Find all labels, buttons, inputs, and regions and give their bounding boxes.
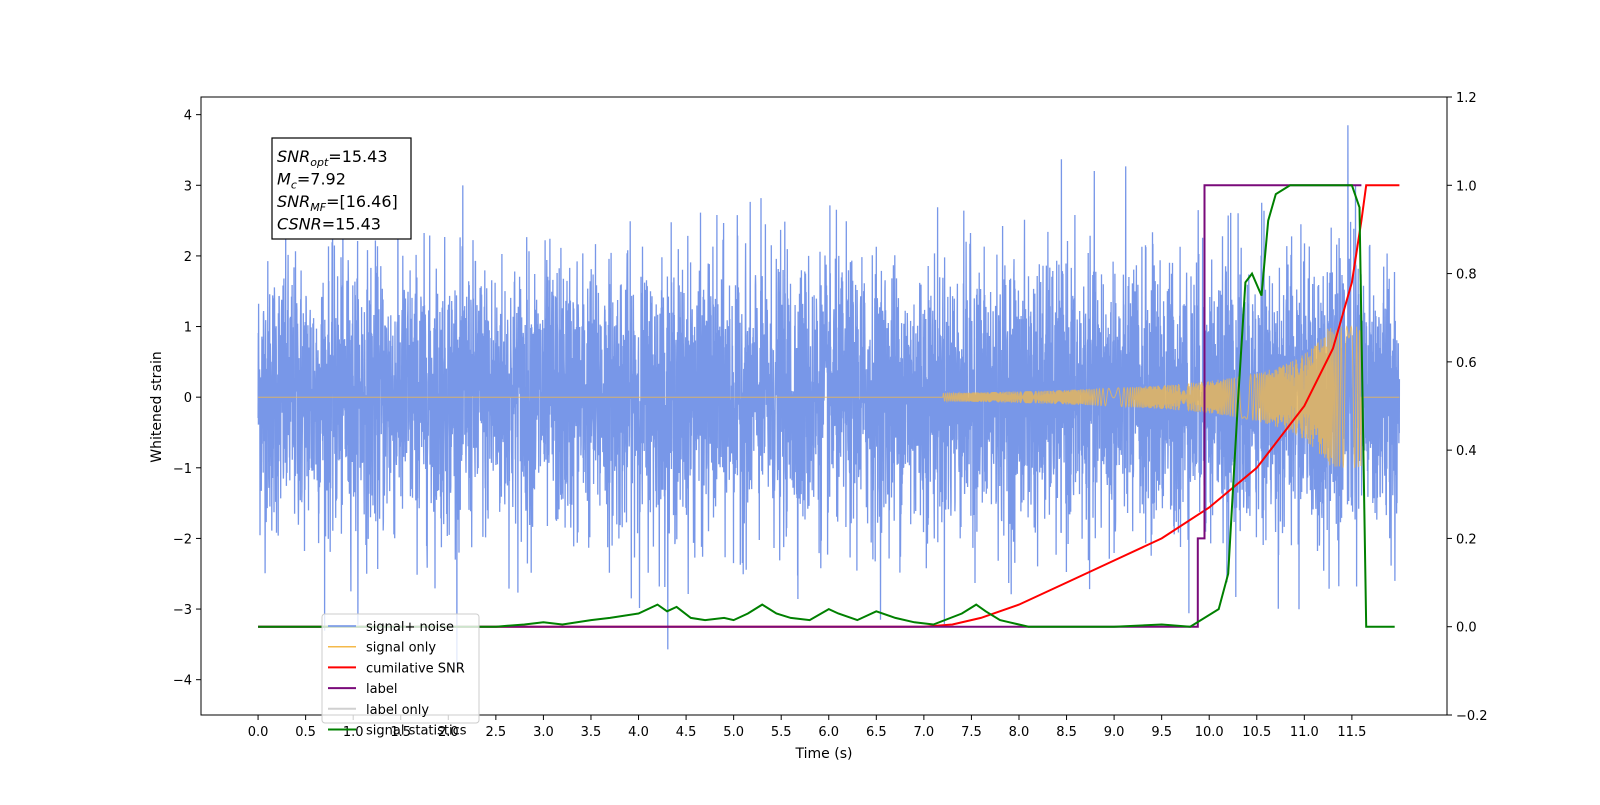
series-line-signal-statistics — [258, 184, 1395, 628]
y2-tick-label: 0.4 — [1456, 444, 1477, 459]
axes-frame — [200, 96, 1448, 716]
x-tick-label: 6.0 — [818, 725, 839, 740]
x-tick-label: 0.0 — [248, 725, 269, 740]
legend-label: signal statistics — [366, 724, 467, 739]
y2-tick-label: 0.0 — [1456, 621, 1477, 636]
x-tick-label: 9.0 — [1104, 725, 1125, 740]
y-tick-label: 0 — [184, 391, 192, 406]
x-tick-label: 9.5 — [1151, 725, 1172, 740]
series-line-cumilative-snr — [258, 184, 1400, 628]
x-tick-label: 2.5 — [486, 725, 507, 740]
stats-line: SNRopt=15.43 — [277, 147, 388, 169]
x-axis-label: Time (s) — [795, 746, 853, 762]
axes: 0.0 0.5 1.0 1.5 2.0 2.5 3.0 3.5 4.0 4.5 5.0 5.5 6.0 6… — [173, 91, 1488, 740]
y-axis-label: Whitened strain — [149, 351, 165, 462]
legend-label: label only — [366, 703, 429, 718]
y2-tick-label: 1.2 — [1456, 91, 1477, 106]
x-tick-label: 3.5 — [581, 725, 602, 740]
x-tick-label: 11.0 — [1290, 725, 1319, 740]
x-tick-label: 4.0 — [628, 725, 649, 740]
legend-label: signal only — [366, 641, 436, 656]
y-tick-label: −3 — [173, 603, 192, 618]
y2-tick-label: 0.2 — [1456, 532, 1477, 547]
y-tick-label: −2 — [173, 532, 192, 547]
y2-tick-label: 0.6 — [1456, 356, 1477, 371]
y-tick-label: −1 — [173, 462, 192, 477]
x-tick-label: 7.5 — [961, 725, 982, 740]
x-tick-label: 10.5 — [1242, 725, 1271, 740]
x-tick-label: 6.5 — [866, 725, 887, 740]
series-line-signal-only — [258, 325, 1400, 468]
stats-box-frame — [271, 137, 412, 240]
y2-tick-label: 1.0 — [1456, 179, 1477, 194]
stats-line: Mc=7.92 — [277, 170, 346, 192]
x-tick-label: 4.5 — [676, 725, 697, 740]
x-tick-label: 1.0 — [343, 725, 364, 740]
y-tick-label: 2 — [184, 250, 192, 265]
y2-tick-label: 0.8 — [1456, 268, 1477, 283]
legend-label: label — [366, 682, 397, 697]
legend-label: signal+ noise — [366, 620, 454, 635]
legend-label: cumilative SNR — [366, 661, 465, 676]
x-tick-label: 5.0 — [723, 725, 744, 740]
stats-line: SNRMF=[16.46] — [277, 192, 398, 214]
series-line-signal-noise — [257, 125, 1401, 668]
x-tick-label: 10.0 — [1195, 725, 1224, 740]
legend-frame — [321, 613, 480, 724]
y2-tick-label: −0.2 — [1456, 709, 1488, 724]
stats-annotation-box: SNRopt=15.43Mc=7.92SNRMF=[16.46]CSNR=15.… — [271, 137, 412, 240]
y-tick-label: 4 — [184, 109, 192, 124]
stats-line: CSNR=15.43 — [277, 215, 381, 234]
y-tick-label: 1 — [184, 321, 192, 336]
x-tick-label: 2.0 — [438, 725, 459, 740]
legend: signal+ noise signal only cumilative SNR la… — [321, 613, 480, 739]
x-tick-label: 11.5 — [1337, 725, 1366, 740]
plot-area — [257, 125, 1401, 668]
x-tick-label: 5.5 — [771, 725, 792, 740]
y-tick-label: 3 — [184, 179, 192, 194]
x-tick-label: 8.5 — [1056, 725, 1077, 740]
x-tick-label: 8.0 — [1009, 725, 1030, 740]
x-tick-label: 1.5 — [390, 725, 411, 740]
x-tick-label: 3.0 — [533, 725, 554, 740]
x-tick-label: 0.5 — [295, 725, 316, 740]
y-tick-label: −4 — [173, 674, 192, 689]
x-tick-label: 7.0 — [914, 725, 935, 740]
